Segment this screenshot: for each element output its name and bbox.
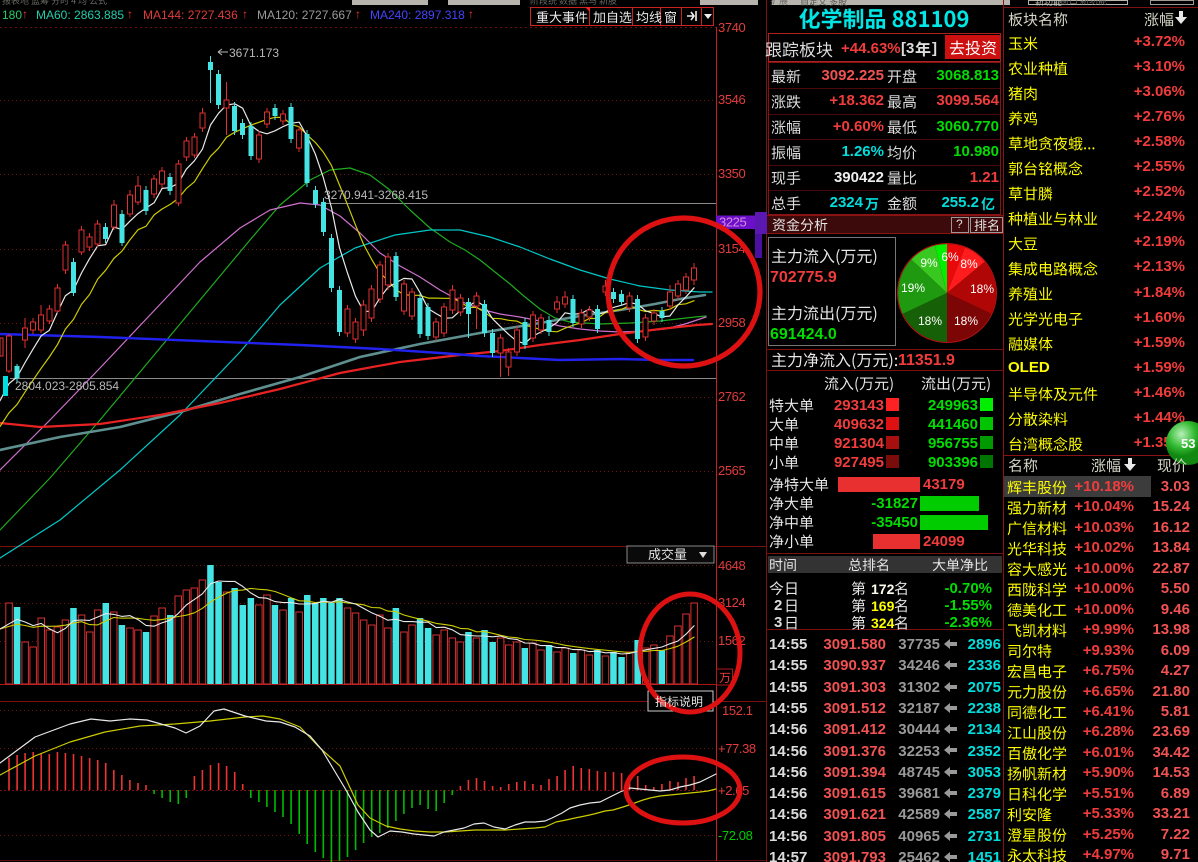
svg-text:+77.38: +77.38: [718, 741, 756, 756]
svg-text:18%: 18%: [918, 314, 942, 328]
svg-text:6%: 6%: [941, 250, 959, 264]
svg-text:3546: 3546: [718, 92, 745, 107]
svg-text:3740: 3740: [718, 20, 745, 35]
svg-text:-72.08: -72.08: [718, 828, 753, 843]
svg-text:18%: 18%: [970, 282, 994, 296]
svg-text:3270.941-3268.415: 3270.941-3268.415: [324, 188, 428, 202]
svg-text:53: 53: [1181, 436, 1195, 451]
svg-text:152.1: 152.1: [722, 703, 753, 718]
svg-text:8%: 8%: [960, 257, 978, 271]
svg-text:2958: 2958: [718, 315, 745, 330]
svg-text:2804.023-2805.854: 2804.023-2805.854: [15, 379, 119, 393]
svg-text:3671.173: 3671.173: [229, 46, 279, 60]
svg-text:3350: 3350: [718, 166, 745, 181]
svg-text:2565: 2565: [718, 463, 745, 478]
svg-text:+2.65: +2.65: [718, 783, 749, 798]
svg-text:19%: 19%: [901, 281, 925, 295]
svg-text:18%: 18%: [954, 314, 978, 328]
svg-text:2762: 2762: [718, 389, 745, 404]
svg-text:3124: 3124: [718, 595, 745, 610]
svg-text:9%: 9%: [920, 256, 938, 270]
svg-text:3154: 3154: [718, 241, 745, 256]
svg-text:3225: 3225: [719, 215, 746, 230]
svg-text:4648: 4648: [718, 558, 745, 573]
